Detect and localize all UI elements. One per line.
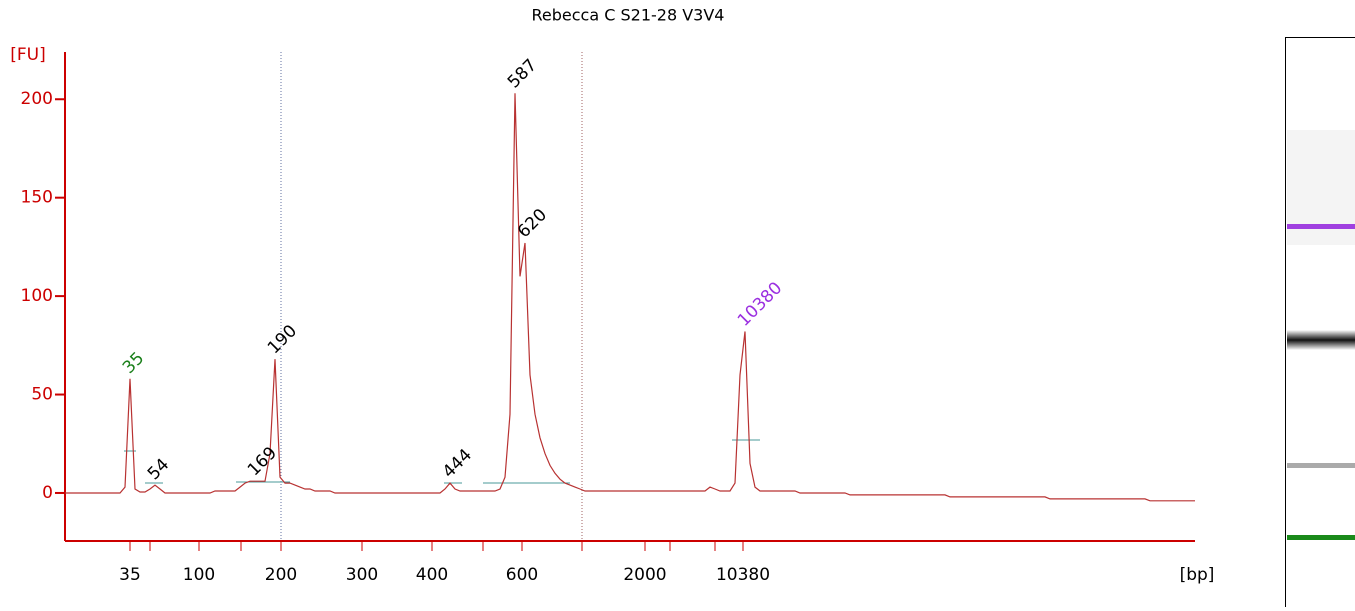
y-tick-label: 0	[42, 483, 53, 503]
y-tick-label: 150	[21, 188, 53, 208]
x-tick-label: 100	[183, 565, 215, 585]
y-axis-label: [FU]	[10, 45, 46, 65]
x-tick-label: 400	[416, 565, 448, 585]
x-axis-label: [bp]	[1180, 565, 1215, 585]
x-tick-label: 300	[346, 565, 378, 585]
x-tick-label: 600	[506, 565, 538, 585]
x-tick-label: 10380	[716, 565, 770, 585]
x-tick-label: 35	[119, 565, 141, 585]
peak-label: 587	[504, 55, 541, 92]
y-tick-label: 50	[31, 385, 53, 405]
peak-label: 169	[244, 443, 281, 480]
peak-label: 54	[144, 455, 173, 484]
x-tick-label: 200	[265, 565, 297, 585]
peak-label: 10380	[734, 278, 786, 330]
peak-label: 444	[439, 445, 476, 482]
peak-label: 35	[119, 348, 148, 377]
x-tick-label: 2000	[623, 565, 666, 585]
y-tick-label: 200	[21, 89, 53, 109]
peak-label: 190	[264, 321, 301, 358]
gel-lane	[1286, 38, 1355, 608]
chart-title: Rebecca C S21-28 V3V4	[532, 6, 725, 25]
y-tick-label: 100	[21, 286, 53, 306]
peak-markers	[124, 440, 760, 483]
trace	[65, 93, 1195, 501]
